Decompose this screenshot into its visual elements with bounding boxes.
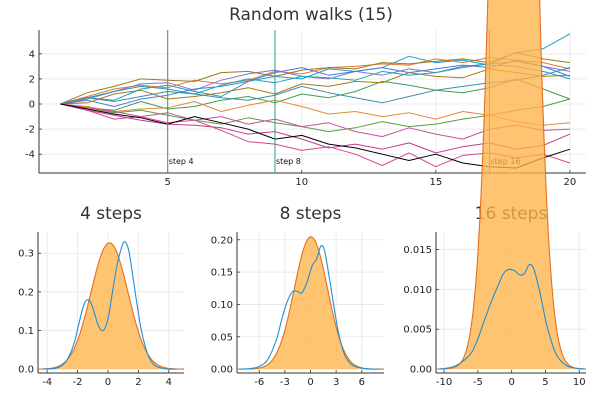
walks-x-tick-label: 15 [429, 177, 442, 188]
four-steps-y-tick-label: 0.0 [18, 365, 34, 376]
four-steps-panel: -4 -2 0 2 4 0.0 0.1 0.2 0.3 4 steps [18, 204, 184, 388]
four-steps-y-tick-label: 0.2 [18, 287, 34, 298]
eight-steps-y-tick-label: 0.10 [211, 300, 233, 311]
four-steps-x-tick-label: 2 [135, 377, 141, 388]
sixteen-steps-y-tick-label: 0.00 [410, 365, 432, 376]
eight-steps-y-tick-label: 0.05 [211, 332, 233, 343]
sixteen-steps-x-tick-label: 0 [508, 377, 514, 388]
eight-steps-x-tick-label: 6 [359, 377, 365, 388]
sixteen-steps-y-tick-label: 0.015 [403, 245, 432, 256]
eight-steps-normal-fill [237, 236, 384, 370]
walk-line-6 [60, 52, 570, 105]
walk-line-2 [60, 57, 571, 105]
walks-y-tick-label: -4 [25, 150, 35, 161]
eight-steps-x-tick-label: -3 [280, 377, 290, 388]
walk-line-8 [60, 59, 571, 107]
random-walks-title: Random walks (15) [229, 5, 393, 25]
four-steps-kde-curve [42, 241, 178, 370]
eight-steps-x-tick-label: 3 [333, 377, 339, 388]
eight-steps-x-tick-label: -6 [254, 377, 264, 388]
four-steps-x-tick-label: 4 [166, 377, 172, 388]
four-steps-title: 4 steps [80, 204, 142, 224]
walks-y-tick-label: 2 [29, 74, 35, 85]
step-marker-label-1: step 4 [169, 157, 194, 166]
sixteen-steps-x-tick-label: -5 [473, 377, 483, 388]
four-steps-x-tick-label: 0 [105, 377, 111, 388]
sixteen-steps-x-tick-label: -10 [436, 377, 452, 388]
eight-steps-y-tick-label: 0.00 [211, 365, 233, 376]
sixteen-steps-y-tick-label: 0.005 [403, 325, 432, 336]
eight-steps-panel: -6 -3 0 3 6 0.00 0.05 0.10 0.15 0.20 8 steps [211, 204, 384, 388]
walks-x-tick-label: 5 [165, 177, 171, 188]
sixteen-steps-normal-fill [436, 0, 586, 369]
eight-steps-y-tick-label: 0.15 [211, 268, 233, 279]
eight-steps-kde-curve [240, 244, 381, 370]
four-steps-normal-fill [38, 242, 184, 370]
walk-line-9 [60, 68, 570, 105]
eight-steps-x-tick-label: 0 [307, 377, 313, 388]
sixteen-steps-x-tick-label: 10 [573, 377, 586, 388]
four-steps-x-tick-label: -2 [73, 377, 83, 388]
four-steps-x-tick-label: -4 [42, 377, 52, 388]
walk-line-11 [60, 33, 571, 105]
sixteen-steps-y-tick-label: 0.010 [403, 285, 432, 296]
walks-x-tick-label: 20 [564, 177, 577, 188]
walks-y-tick-label: -2 [25, 125, 35, 136]
four-steps-y-tick-label: 0.1 [18, 326, 34, 337]
eight-steps-y-tick-label: 0.20 [211, 235, 233, 246]
walks-y-tick-label: 4 [29, 49, 35, 60]
four-steps-y-tick-label: 0.3 [18, 249, 34, 260]
walks-x-tick-label: 10 [295, 177, 308, 188]
step-marker-label-2: step 8 [276, 157, 301, 166]
walks-y-tick-label: 0 [29, 100, 35, 111]
four-steps-normal-curve [37, 242, 184, 370]
sixteen-steps-kde-curve [438, 263, 585, 370]
sixteen-steps-x-tick-label: 5 [542, 377, 548, 388]
eight-steps-title: 8 steps [280, 204, 342, 224]
